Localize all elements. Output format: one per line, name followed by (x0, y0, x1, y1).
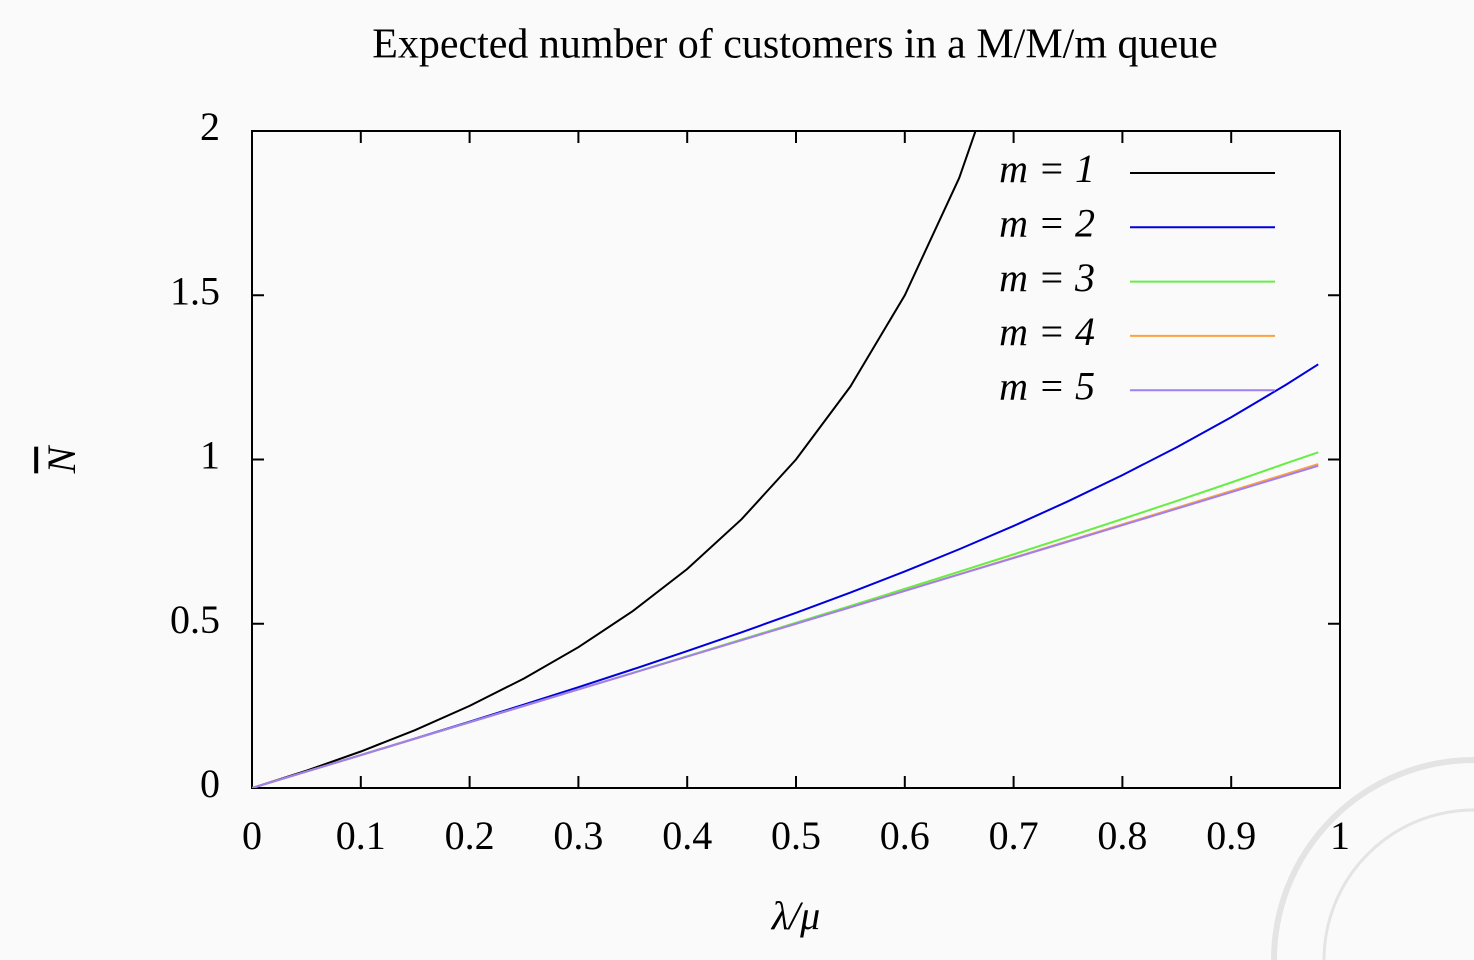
series-line (252, 464, 1319, 788)
y-tick-label: 0 (200, 761, 220, 806)
legend-label: m = 4 (999, 309, 1095, 354)
legend-label: m = 3 (999, 255, 1095, 300)
y-tick-label: 0.5 (170, 597, 220, 642)
seal-watermark (1271, 757, 1474, 960)
x-tick-label: 0.4 (662, 813, 712, 858)
x-tick-label: 0.9 (1206, 813, 1256, 858)
x-tick-label: 0.3 (553, 813, 603, 858)
x-tick-label: 0.6 (880, 813, 930, 858)
series-line (252, 363, 1319, 788)
x-axis-label: λ/μ (771, 893, 821, 938)
y-tick-label: 2 (200, 104, 220, 149)
chart-title: Expected number of customers in a M/M/m … (372, 22, 1218, 68)
series-line (252, 131, 977, 788)
x-tick-label: 0.2 (445, 813, 495, 858)
y-axis-label: N (39, 444, 84, 474)
y-tick-label: 1 (200, 433, 220, 478)
x-tick-label: 0.1 (336, 813, 386, 858)
x-tick-label: 0.5 (771, 813, 821, 858)
x-tick-label: 1 (1330, 813, 1350, 858)
legend-label: m = 1 (999, 146, 1095, 191)
x-tick-label: 0.8 (1097, 813, 1147, 858)
x-tick-label: 0 (242, 813, 262, 858)
y-tick-label: 1.5 (170, 268, 220, 313)
legend-label: m = 5 (999, 363, 1095, 408)
series-line (252, 451, 1319, 788)
legend-label: m = 2 (999, 200, 1095, 245)
x-tick-label: 0.7 (989, 813, 1039, 858)
